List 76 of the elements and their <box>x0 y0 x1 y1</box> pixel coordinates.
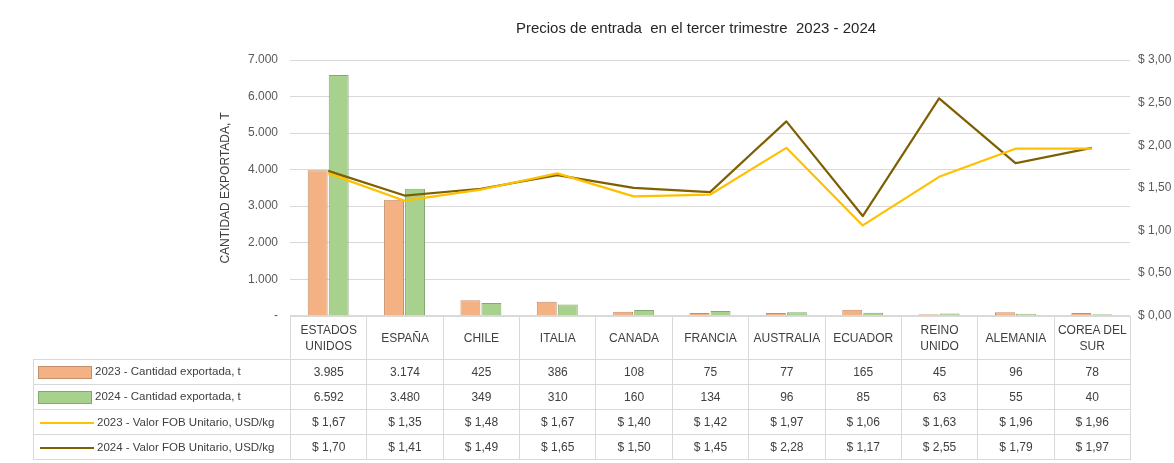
y2-tick-label: $ 0,00 <box>1138 308 1172 323</box>
data-label: 6.592 <box>290 384 367 410</box>
data-label: $ 1,41 <box>366 434 444 460</box>
data-label: 75 <box>672 359 749 385</box>
y2-tick-label: $ 1,50 <box>1138 180 1172 195</box>
data-label: $ 1,96 <box>977 409 1055 435</box>
x-tick-label: ITALIA <box>519 316 596 360</box>
data-label: $ 1,65 <box>519 434 596 460</box>
data-label: $ 1,49 <box>443 434 520 460</box>
data-label: $ 1,97 <box>748 409 826 435</box>
data-label: 40 <box>1054 384 1131 410</box>
y2-tick-label: $ 0,50 <box>1138 265 1172 280</box>
data-label: 96 <box>748 384 826 410</box>
legend-label: 2024 - Cantidad exportada, t <box>95 390 241 403</box>
legend-label: 2023 - Valor FOB Unitario, USD/kg <box>97 415 275 428</box>
data-label: 45 <box>901 359 978 385</box>
data-label: 77 <box>748 359 826 385</box>
data-label: $ 1,35 <box>366 409 444 435</box>
data-label: 78 <box>1054 359 1131 385</box>
y-tick-label: 3.000 <box>247 198 279 213</box>
y-tick-label: 4.000 <box>247 161 279 176</box>
data-label: $ 1,06 <box>825 409 902 435</box>
data-label: $ 1,70 <box>290 434 367 460</box>
data-label: $ 1,40 <box>595 409 673 435</box>
y-tick-label: 2.000 <box>247 235 279 250</box>
data-label: $ 1,48 <box>443 409 520 435</box>
data-label: $ 2,28 <box>748 434 826 460</box>
data-label: 55 <box>977 384 1055 410</box>
data-label: 165 <box>825 359 902 385</box>
x-tick-label: ESPAÑA <box>366 316 444 360</box>
data-label: $ 1,42 <box>672 409 749 435</box>
x-tick-label: AUSTRALIA <box>748 316 826 360</box>
y-tick-label: 7.000 <box>247 52 279 67</box>
data-label: $ 1,97 <box>1054 434 1131 460</box>
y-axis-title: CANTIDAD EXPORTADA, T <box>217 111 232 264</box>
x-tick-label: REINO UNIDO <box>901 316 978 360</box>
data-label: 3.985 <box>290 359 367 385</box>
x-tick-label: CANADA <box>595 316 673 360</box>
x-tick-label: CHILE <box>443 316 520 360</box>
x-tick-label: FRANCIA <box>672 316 749 360</box>
data-label: $ 1,45 <box>672 434 749 460</box>
x-tick-label: ESTADOS UNIDOS <box>290 316 367 360</box>
y-tick-label: 6.000 <box>247 88 279 103</box>
data-label: $ 1,17 <box>825 434 902 460</box>
chart-title: Precios de entrada en el tercer trimestre 2023 - 2024 <box>515 19 877 37</box>
data-label: 386 <box>519 359 596 385</box>
data-label: $ 2,55 <box>901 434 978 460</box>
data-label: 425 <box>443 359 520 385</box>
y-tick-label: 1.000 <box>247 271 279 286</box>
y-tick-label: - <box>274 308 278 323</box>
data-label: $ 1,96 <box>1054 409 1131 435</box>
data-label: 3.174 <box>366 359 444 385</box>
data-label: $ 1,67 <box>519 409 596 435</box>
data-label: 108 <box>595 359 673 385</box>
data-label: $ 1,63 <box>901 409 978 435</box>
data-label: 63 <box>901 384 978 410</box>
y2-tick-label: $ 2,00 <box>1138 137 1172 152</box>
legend-label: 2024 - Valor FOB Unitario, USD/kg <box>97 440 275 453</box>
data-label: 134 <box>672 384 749 410</box>
data-label: 96 <box>977 359 1055 385</box>
y2-tick-label: $ 3,00 <box>1138 52 1172 67</box>
data-label: $ 1,67 <box>290 409 367 435</box>
y2-tick-label: $ 1,00 <box>1138 222 1172 237</box>
data-label: $ 1,50 <box>595 434 673 460</box>
y2-tick-label: $ 2,50 <box>1138 94 1172 109</box>
x-tick-label: ALEMANIA <box>977 316 1055 360</box>
x-tick-label: COREA DEL SUR <box>1054 316 1131 360</box>
data-label: 349 <box>443 384 520 410</box>
data-label: 3.480 <box>366 384 444 410</box>
data-label: $ 1,79 <box>977 434 1055 460</box>
data-label: 160 <box>595 384 673 410</box>
legend-label: 2023 - Cantidad exportada, t <box>95 365 241 378</box>
data-label: 310 <box>519 384 596 410</box>
x-tick-label: ECUADOR <box>825 316 902 360</box>
y-tick-label: 5.000 <box>247 125 279 140</box>
data-label: 85 <box>825 384 902 410</box>
